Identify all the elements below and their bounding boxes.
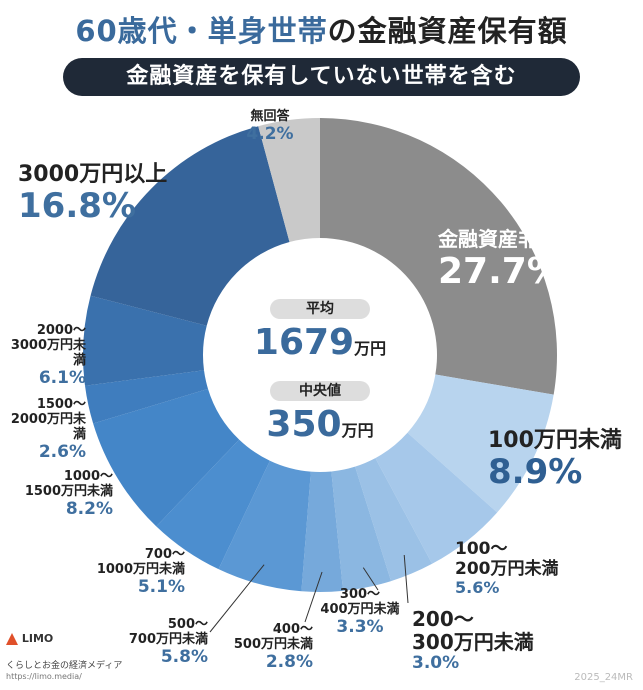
slice-2 <box>375 432 498 564</box>
slice-7 <box>156 439 270 570</box>
logo-mark-icon <box>6 633 18 645</box>
slice-0 <box>320 118 557 395</box>
slice-label-6: 500〜 700万円未満 5.8% <box>128 617 208 667</box>
page-title: 60歳代・単身世帯の金融資産保有額 <box>75 14 568 48</box>
url-text: https://limo.media/ <box>6 672 82 681</box>
slice-label-9: 1500〜 2000万円未満 2.6% <box>10 397 86 462</box>
leader-line-4 <box>362 567 379 591</box>
slice-label-8: 1000〜 1500万円未満 8.2% <box>24 469 113 519</box>
slice-label-11: 3000万円以上 16.8% <box>18 162 168 227</box>
slice-8 <box>93 388 240 527</box>
subtitle-badge: 金融資産を保有していない世帯を含む <box>63 58 580 96</box>
slice-label-1: 100万円未満 8.9% <box>488 428 622 493</box>
limo-logo: LIMO <box>6 632 53 645</box>
slice-label-3: 200〜 300万円未満 3.0% <box>412 607 534 673</box>
leader-line-3 <box>403 554 409 604</box>
slice-3 <box>355 458 433 582</box>
tagline: くらしとお金の経済メディア <box>6 661 123 671</box>
slice-label-12: 無回答 4.2% <box>246 109 294 144</box>
slice-12 <box>258 118 320 243</box>
slice-4 <box>331 466 392 591</box>
slice-label-0: 金融資産非保有 27.7% <box>438 227 578 293</box>
slice-label-5: 400〜 500万円未満 2.8% <box>233 622 313 672</box>
slice-5 <box>301 471 344 593</box>
slice-6 <box>218 460 311 592</box>
code-text: 2025_24MR <box>574 672 633 683</box>
slice-label-2: 100〜 200万円未満 5.6% <box>455 539 559 598</box>
slice-9 <box>85 370 209 424</box>
slice-label-4: 300〜 400万円未満 3.3% <box>320 587 400 637</box>
slice-1 <box>407 374 554 513</box>
mean-value: 1679万円 <box>253 322 387 363</box>
mean-label: 平均 <box>270 299 370 319</box>
slice-10 <box>82 295 207 386</box>
median-label: 中央値 <box>270 381 370 401</box>
slice-label-7: 700〜 1000万円未満 5.1% <box>96 547 185 597</box>
leader-line-6 <box>209 564 265 633</box>
slice-label-10: 2000〜 3000万円未満 6.1% <box>10 323 86 388</box>
slice-11 <box>90 126 290 326</box>
leader-line-5 <box>304 571 323 623</box>
median-value: 350万円 <box>266 404 374 445</box>
